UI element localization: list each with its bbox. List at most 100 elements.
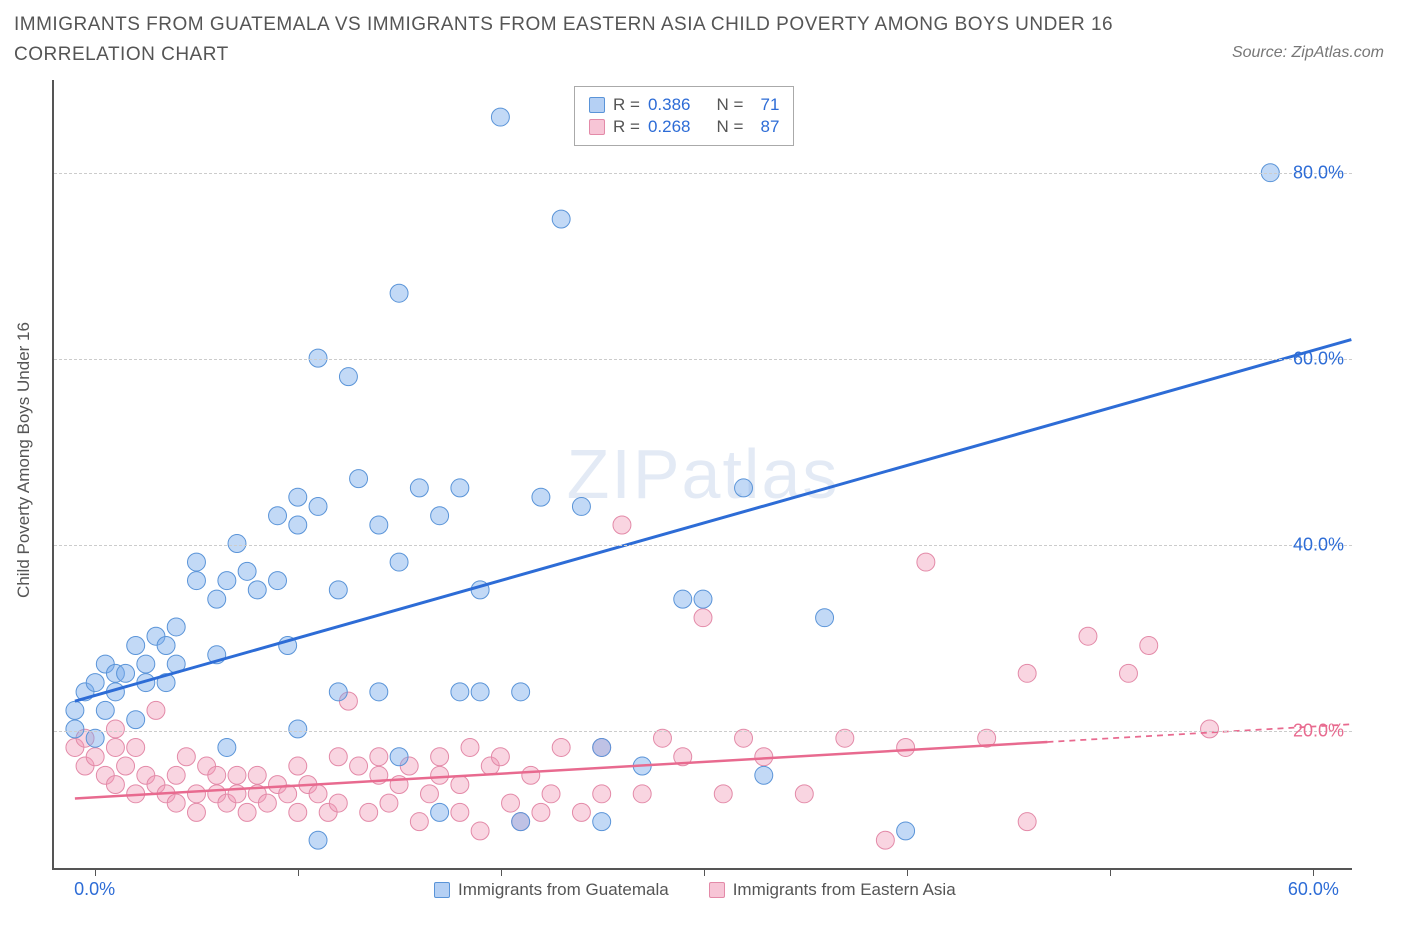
- x-tick-label: 60.0%: [1288, 879, 1339, 900]
- legend-series-name: Immigrants from Eastern Asia: [733, 880, 956, 900]
- data-point: [350, 470, 368, 488]
- x-tick: [298, 868, 299, 876]
- x-tick: [1313, 868, 1314, 876]
- data-point: [380, 794, 398, 812]
- data-point: [86, 729, 104, 747]
- data-point: [735, 479, 753, 497]
- data-point: [269, 572, 287, 590]
- data-point: [1018, 813, 1036, 831]
- legend-r-label: R =: [613, 95, 640, 115]
- data-point: [187, 803, 205, 821]
- data-point: [1201, 720, 1219, 738]
- data-point: [248, 581, 266, 599]
- data-point: [694, 609, 712, 627]
- data-point: [208, 590, 226, 608]
- data-point: [289, 516, 307, 534]
- data-point: [410, 813, 428, 831]
- chart-title: IMMIGRANTS FROM GUATEMALA VS IMMIGRANTS …: [14, 10, 1134, 71]
- y-axis-title: Child Poverty Among Boys Under 16: [14, 322, 34, 598]
- x-tick: [907, 868, 908, 876]
- data-point: [461, 739, 479, 757]
- trend-line: [75, 340, 1351, 702]
- data-point: [431, 748, 449, 766]
- data-point: [572, 803, 590, 821]
- data-point: [177, 748, 195, 766]
- legend-series: Immigrants from Guatemala Immigrants from…: [434, 880, 956, 900]
- data-point: [410, 479, 428, 497]
- data-point: [127, 711, 145, 729]
- legend-swatch: [434, 882, 450, 898]
- data-point: [106, 739, 124, 757]
- data-point: [1120, 664, 1138, 682]
- data-point: [876, 831, 894, 849]
- data-point: [552, 210, 570, 228]
- data-point: [289, 488, 307, 506]
- data-point: [755, 748, 773, 766]
- data-point: [390, 748, 408, 766]
- data-point: [187, 572, 205, 590]
- x-tick: [501, 868, 502, 876]
- data-point: [431, 803, 449, 821]
- x-tick: [95, 868, 96, 876]
- legend-n-value: 71: [751, 95, 779, 115]
- data-point: [735, 729, 753, 747]
- data-point: [552, 739, 570, 757]
- data-point: [289, 757, 307, 775]
- data-point: [694, 590, 712, 608]
- legend-swatch: [709, 882, 725, 898]
- data-point: [86, 674, 104, 692]
- data-point: [187, 785, 205, 803]
- data-point: [218, 572, 236, 590]
- data-point: [258, 794, 276, 812]
- data-point: [714, 785, 732, 803]
- data-point: [350, 757, 368, 775]
- data-point: [451, 803, 469, 821]
- scatter-svg: [54, 80, 1352, 868]
- legend-item: Immigrants from Guatemala: [434, 880, 669, 900]
- data-point: [117, 664, 135, 682]
- data-point: [269, 507, 287, 525]
- data-point: [633, 785, 651, 803]
- data-point: [106, 720, 124, 738]
- legend-item: Immigrants from Eastern Asia: [709, 880, 956, 900]
- data-point: [329, 748, 347, 766]
- data-point: [127, 637, 145, 655]
- legend-n-label: N =: [716, 117, 743, 137]
- data-point: [117, 757, 135, 775]
- data-point: [816, 609, 834, 627]
- data-point: [370, 748, 388, 766]
- data-point: [897, 739, 915, 757]
- data-point: [329, 683, 347, 701]
- data-point: [572, 497, 590, 515]
- data-point: [167, 766, 185, 784]
- data-point: [897, 822, 915, 840]
- data-point: [593, 785, 611, 803]
- data-point: [451, 479, 469, 497]
- data-point: [431, 766, 449, 784]
- data-point: [522, 766, 540, 784]
- data-point: [329, 794, 347, 812]
- data-point: [167, 618, 185, 636]
- data-point: [502, 794, 520, 812]
- data-point: [1140, 637, 1158, 655]
- legend-correlation: R =0.386N =71R =0.268N =87: [574, 86, 794, 146]
- gridline: [54, 173, 1352, 174]
- data-point: [66, 720, 84, 738]
- data-point: [360, 803, 378, 821]
- data-point: [532, 803, 550, 821]
- y-tick-label: 20.0%: [1293, 720, 1344, 741]
- gridline: [54, 359, 1352, 360]
- legend-swatch: [589, 97, 605, 113]
- gridline: [54, 545, 1352, 546]
- data-point: [491, 108, 509, 126]
- data-point: [147, 701, 165, 719]
- data-point: [451, 683, 469, 701]
- data-point: [208, 766, 226, 784]
- data-point: [532, 488, 550, 506]
- data-point: [127, 739, 145, 757]
- legend-swatch: [589, 119, 605, 135]
- data-point: [309, 785, 327, 803]
- chart-container: IMMIGRANTS FROM GUATEMALA VS IMMIGRANTS …: [0, 0, 1406, 930]
- data-point: [593, 813, 611, 831]
- data-point: [248, 766, 266, 784]
